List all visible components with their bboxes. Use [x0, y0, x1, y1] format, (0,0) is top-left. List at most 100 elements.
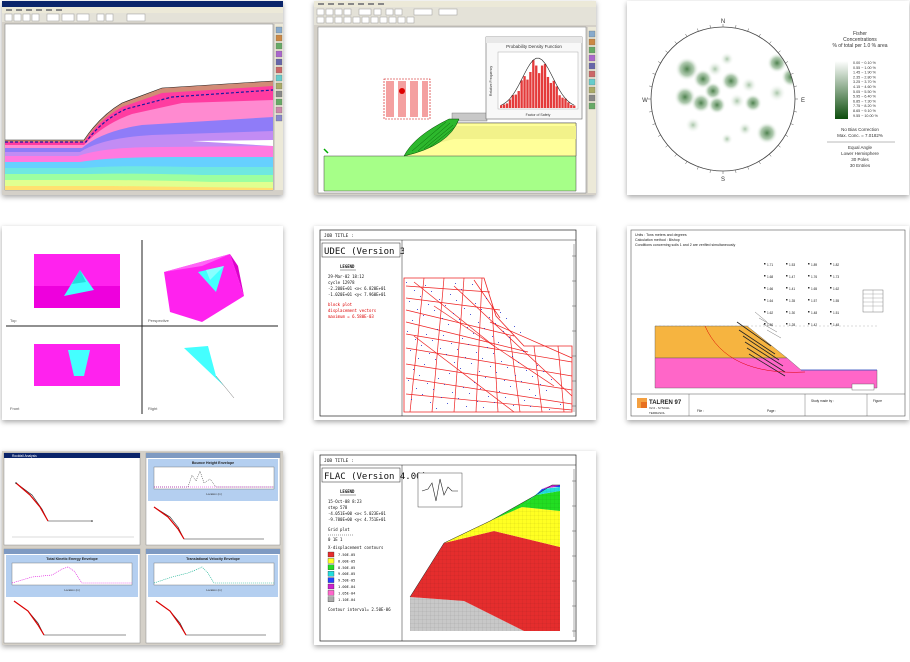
entries-label: 30 Entries [850, 163, 871, 168]
talren-fs-value: 1.62 [833, 287, 839, 291]
talren-fs-value: 1.48 [833, 323, 839, 327]
flac-history-inset [417, 472, 463, 508]
talren-fs-value: 1.48 [811, 311, 817, 315]
udec-vector [483, 407, 484, 408]
udec-vector [414, 290, 415, 291]
pdf-bars [500, 60, 576, 108]
udec-vector [460, 368, 461, 369]
udec-vector [427, 383, 428, 384]
tile-rockfall[interactable]: Rockfall Analysis Bounce Height Envelope… [2, 451, 283, 645]
udec-vector [422, 394, 423, 395]
tile-stratigraphy[interactable] [2, 1, 283, 195]
legend-entry: 3.25 ~ 3.70 % [853, 80, 877, 84]
tile-udec[interactable]: JOB TITLE : UDEC (Version 3.00) LEGEND 2… [314, 226, 596, 420]
pdf-ylabel: Relative Frequency [489, 66, 493, 96]
talren-center-mark [786, 287, 788, 289]
pdf-bar [500, 105, 503, 108]
udec-legend: LEGEND [340, 264, 355, 269]
flac-contours-title: X-displacement contours [328, 545, 384, 550]
udec-vector [424, 364, 425, 365]
udec-vector [513, 405, 514, 406]
talren-logo [637, 398, 647, 408]
tile-stereonet[interactable]: N E S W Fisher Concentrations% of total p… [627, 1, 909, 195]
udec-vector [440, 348, 441, 349]
flac-mesh [409, 484, 560, 631]
legend-entry: 5.95 ~ 6.40 % [853, 95, 877, 99]
udec-vector [474, 382, 475, 383]
talren-center-mark [808, 263, 810, 265]
udec-vector [441, 397, 442, 398]
udec-vector [463, 387, 464, 388]
udec-joint [533, 345, 543, 413]
udec-vector [540, 384, 541, 385]
udec-vector [412, 320, 413, 321]
pdf-bar [546, 76, 550, 108]
talren-center-mark [764, 311, 766, 313]
udec-vector [494, 402, 495, 403]
udec-yrange: -1.020E+01 <y< 7.960E+01 [328, 292, 386, 297]
talren-fs-value: 1.47 [789, 275, 795, 279]
udec-plot: JOB TITLE : UDEC (Version 3.00) LEGEND 2… [314, 226, 596, 420]
talren-figure: Figure [873, 399, 882, 403]
kinetic-title: Total Kinetic Energy Envelope [46, 557, 97, 561]
flac-legend-swatch [327, 571, 335, 577]
tile-flac[interactable]: JOB TITLE : FLAC (Version 4.00) LEGEND 1… [314, 451, 596, 645]
udec-vector [560, 404, 561, 405]
hemisphere-label: Lower Hemisphere [841, 151, 879, 156]
talren-fs-value: 1.51 [833, 311, 839, 315]
flac-grid-plot: Grid plot [328, 527, 350, 532]
udec-vector [436, 408, 437, 409]
tile-four-views[interactable]: Top Perspective Front Right [2, 226, 283, 420]
tile-probabilistic-slope[interactable]: Probability Density Function Factor of S… [314, 1, 596, 195]
udec-vector [419, 375, 420, 376]
udec-joint [489, 321, 573, 359]
udec-vector [449, 373, 450, 374]
udec-vector [464, 308, 465, 309]
talren-fs-value: 1.66 [767, 287, 773, 291]
udec-joint [405, 377, 573, 405]
udec-vector [477, 401, 478, 402]
pdf-bar [532, 60, 535, 108]
udec-joint [413, 281, 495, 347]
view-top [34, 254, 120, 308]
label-top: Top [10, 318, 17, 323]
talren-center-mark [808, 287, 810, 289]
pdf-bar [526, 79, 529, 108]
udec-vector [413, 369, 414, 370]
udec-vector [480, 388, 481, 389]
projection-label: Equal Angle [848, 145, 873, 150]
udec-joint [453, 277, 465, 413]
udec-vector [425, 285, 426, 286]
udec-joint [413, 335, 515, 413]
flac-legend-swatch [327, 590, 335, 596]
udec-vector [442, 318, 443, 319]
udec-joint [405, 333, 573, 363]
udec-vector [492, 336, 493, 337]
pdf-bar [555, 86, 558, 108]
udec-vector [478, 322, 479, 323]
flac-legend-value: 8.00E-05 [338, 559, 355, 563]
udec-job-title: JOB TITLE : [324, 233, 354, 239]
talren-fs-value: 1.41 [789, 287, 795, 291]
legend-entry: 0.55 ~ 1.00 % [853, 66, 877, 70]
talren-center-mark [786, 311, 788, 313]
udec-vector [479, 371, 480, 372]
pdf-inset: Probability Density Function Factor of S… [485, 36, 583, 120]
flac-legend-swatch [327, 564, 335, 570]
udec-vector [409, 301, 410, 302]
flac-legend-swatch [327, 596, 335, 602]
udec-vector [446, 354, 447, 355]
udec-vector [465, 357, 466, 358]
tile-talren[interactable]: Units : Tons meters and degrees Calculat… [627, 226, 909, 420]
udec-joint [409, 277, 425, 413]
flac-version: FLAC (Version 4.00) [324, 472, 427, 482]
udec-vector [499, 391, 500, 392]
flac-legend-swatch [327, 558, 335, 564]
udec-vector [466, 406, 467, 407]
kinetic-xlabel: Location (m) [64, 588, 80, 592]
udec-vector [455, 283, 456, 284]
pdf-bar [535, 65, 538, 108]
udec-vector [487, 347, 488, 348]
udec-joint [405, 321, 529, 353]
udec-vector [459, 319, 460, 320]
